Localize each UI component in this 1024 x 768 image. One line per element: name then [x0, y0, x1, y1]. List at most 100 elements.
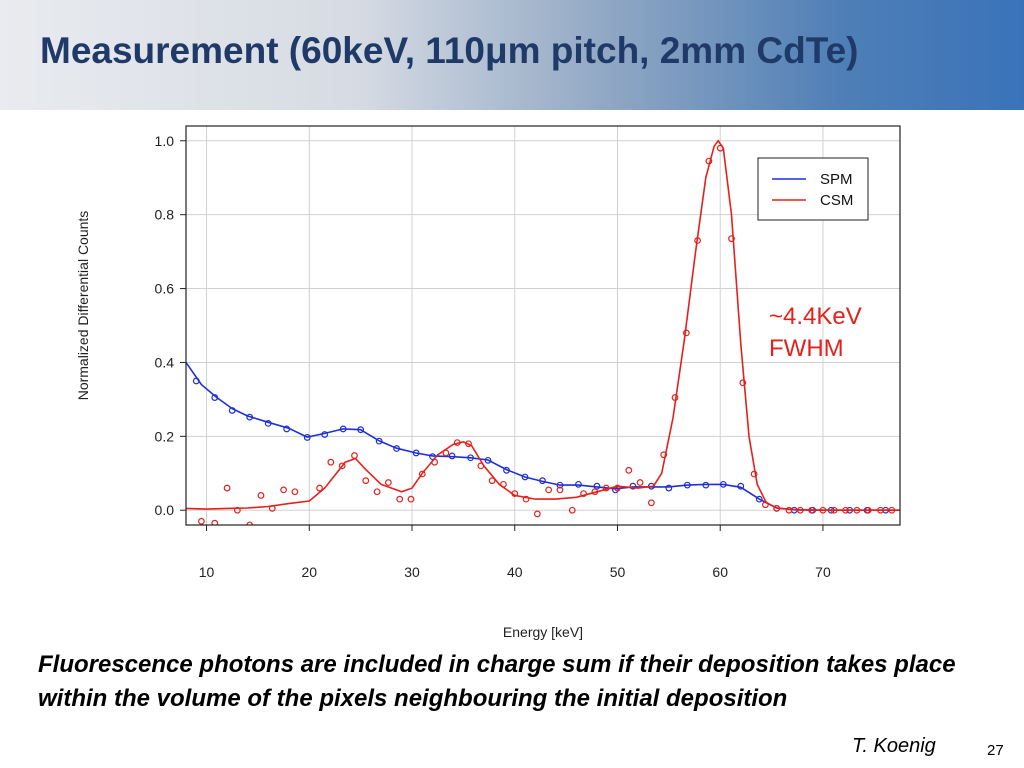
csm-data-point: [418, 470, 426, 478]
csm-data-point: [384, 479, 392, 486]
csm-data-point: [477, 462, 485, 470]
csm-data-point: [819, 506, 827, 514]
csm-data-point: [442, 449, 450, 457]
slide-note: Fluorescence photons are included in cha…: [38, 651, 956, 712]
csm-data-point: [694, 237, 702, 244]
csm-data-point: [522, 495, 530, 503]
spm-data-point: [246, 413, 254, 421]
csm-data-point: [316, 484, 323, 492]
y-axis-label: Normalized Differential Counts: [75, 211, 91, 401]
x-tick-label: 10: [199, 564, 215, 580]
spm-data-point: [467, 454, 474, 462]
spm-series-line: [186, 361, 900, 511]
csm-data-point: [223, 484, 231, 492]
plot-frame: [185, 125, 901, 526]
spm-data-point: [521, 473, 529, 481]
spm-data-point: [575, 480, 582, 488]
csm-data-point: [351, 452, 358, 459]
slide-title: Measurement (60keV, 110μm pitch, 2mm CdT…: [40, 30, 859, 71]
csm-data-point: [636, 479, 644, 486]
csm-data-point: [660, 451, 668, 459]
y-tick-label: 1.0: [155, 133, 175, 149]
x-axis-label: Energy [keV]: [503, 624, 583, 640]
spm-data-point: [503, 466, 510, 474]
csm-data-point: [750, 470, 758, 478]
legend-label-csm: CSM: [820, 192, 853, 209]
csm-data-point: [739, 379, 747, 387]
fwhm-annotation: FWHM: [769, 335, 844, 362]
csm-data-point: [338, 462, 346, 470]
csm-data-point: [602, 484, 610, 492]
author-credit: T. Koenig: [852, 735, 936, 757]
csm-data-point: [762, 501, 769, 509]
csm-data-point: [373, 488, 381, 496]
csm-data-point: [556, 486, 564, 494]
page-number: 27: [987, 742, 1004, 759]
csm-data-point: [625, 466, 633, 474]
csm-data-point: [728, 235, 735, 243]
csm-data-point: [257, 492, 265, 499]
csm-data-point: [533, 510, 541, 518]
spm-data-point: [228, 407, 236, 414]
csm-data-point: [830, 506, 838, 514]
csm-data-point: [362, 477, 370, 485]
spm-data-point: [283, 425, 291, 433]
x-tick-label: 40: [507, 564, 523, 580]
csm-data-point: [614, 484, 621, 492]
csm-data-point: [580, 490, 587, 497]
legend-label-spm: SPM: [820, 171, 853, 188]
csm-data-point: [327, 458, 335, 466]
y-tick-label: 0.6: [155, 281, 175, 297]
csm-data-point: [431, 458, 439, 466]
plot-layer: 0.0 0.2 0.4 0.6 0.8 1.0 10 20 30 40 50 60 70 Energy […: [75, 125, 901, 640]
csm-data-point: [864, 506, 872, 514]
csm-data-point: [488, 477, 496, 485]
spm-data-point: [539, 477, 546, 485]
spm-data-point: [755, 495, 763, 503]
y-tick-label: 0.4: [155, 354, 175, 370]
x-tick-label: 70: [815, 564, 831, 580]
csm-data-point: [842, 506, 849, 514]
csm-data-point: [511, 490, 519, 497]
csm-data-point: [211, 519, 219, 525]
spm-data-point: [303, 434, 311, 441]
y-tick-label: 0.0: [155, 502, 175, 518]
x-tick-label: 60: [712, 564, 728, 580]
spm-data-point: [556, 481, 564, 489]
energy-spectrum-chart: 0.0 0.2 0.4 0.6 0.8 1.0 10 20 30 40 50 60 70 Energy […: [75, 125, 901, 640]
csm-data-point: [671, 394, 679, 401]
x-tick-label: 20: [301, 564, 317, 580]
csm-data-point: [198, 517, 205, 525]
spm-data-point: [321, 431, 329, 438]
y-tick-label: 0.8: [155, 207, 175, 223]
csm-data-point: [545, 486, 553, 494]
spm-data-point: [629, 482, 637, 490]
x-tick-label: 30: [404, 564, 420, 580]
csm-data-point: [568, 506, 576, 514]
csm-data-point: [291, 488, 299, 496]
csm-data-point: [808, 506, 816, 514]
csm-data-point: [796, 506, 804, 514]
spm-data-point: [593, 482, 601, 490]
csm-data-point: [877, 506, 884, 514]
spm-data-point: [412, 449, 420, 457]
csm-data-point: [500, 480, 507, 488]
y-tick-label: 0.2: [155, 428, 175, 444]
spm-data-point: [702, 481, 710, 489]
spm-data-point: [448, 452, 456, 460]
csm-data-point: [453, 439, 461, 447]
csm-data-point: [705, 157, 713, 165]
csm-data-point: [888, 506, 896, 514]
spm-data-point: [375, 437, 383, 445]
spm-data-point: [357, 426, 365, 434]
csm-data-point: [716, 144, 724, 152]
spm-data-point: [264, 420, 272, 427]
spm-data-point: [339, 425, 347, 433]
spm-data-point: [484, 456, 492, 464]
fwhm-annotation: ~4.4KeV: [769, 303, 862, 330]
csm-data-point: [682, 329, 690, 337]
csm-data-point: [396, 495, 404, 503]
x-tick-label: 50: [610, 564, 626, 580]
csm-data-point: [773, 504, 781, 512]
csm-series-line: [186, 139, 900, 511]
